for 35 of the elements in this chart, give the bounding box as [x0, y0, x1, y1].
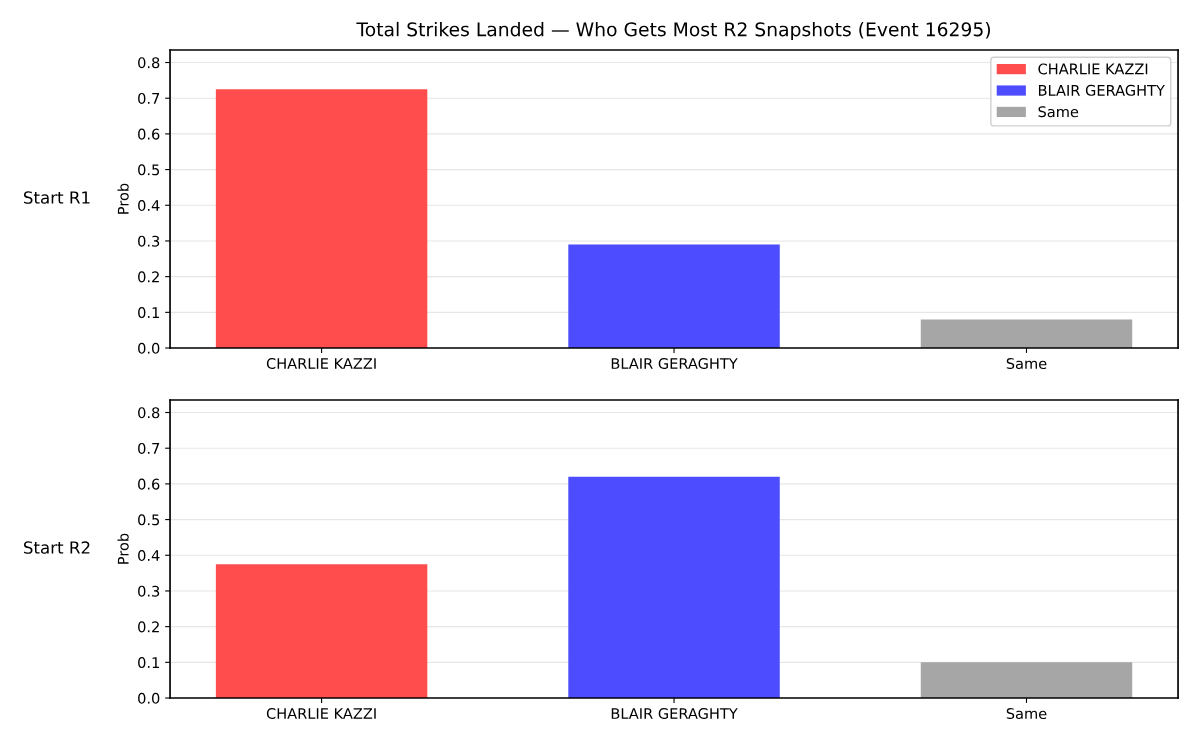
legend-label: BLAIR GERAGHTY — [1038, 84, 1165, 96]
chart-title: Total Strikes Landed — Who Gets Most R2 Snapshots (Event 16295) — [356, 21, 991, 41]
legend-label: Same — [1038, 106, 1079, 118]
y-tick-label: 0.2 — [138, 271, 159, 283]
x-tick-label: Same — [1006, 358, 1047, 370]
y-axis-title: Prob — [117, 183, 129, 214]
y-tick-label: 0.8 — [138, 407, 160, 419]
x-tick-label: CHARLIE KAZZI — [266, 708, 376, 720]
y-tick-label: 0.0 — [138, 692, 160, 704]
x-tick-label: BLAIR GERAGHTY — [611, 708, 738, 720]
y-tick-label: 0.7 — [138, 442, 160, 454]
text: Start R2 — [23, 541, 90, 554]
x-tick-label: Same — [1006, 708, 1047, 720]
y-tick-label: 0.1 — [138, 657, 159, 669]
y-tick-label: 0.6 — [138, 478, 160, 490]
y-tick-label: 0.3 — [138, 235, 160, 247]
y-tick-label: 0.2 — [138, 621, 159, 633]
bar — [920, 662, 1133, 699]
bar — [568, 476, 780, 699]
y-tick-label: 0.7 — [138, 92, 160, 104]
y-tick-label: 0.1 — [138, 307, 159, 319]
y-tick-label: 0.6 — [138, 128, 160, 140]
y-tick-label: 0.5 — [138, 164, 160, 176]
y-tick-label: 0.3 — [138, 585, 160, 597]
y-tick-label: 0.4 — [138, 549, 160, 562]
y-tick-label: 0.5 — [138, 514, 160, 526]
x-tick-label: BLAIR GERAGHTY — [611, 358, 738, 370]
y-tick-label: 0.8 — [138, 57, 160, 69]
legend-label: CHARLIE KAZZI — [1038, 63, 1148, 75]
y-tick-label: 0.4 — [138, 199, 160, 212]
text: Start R1 — [23, 191, 90, 204]
x-tick-label: CHARLIE KAZZI — [266, 358, 376, 370]
y-axis-title: Prob — [117, 533, 129, 564]
y-tick-label: 0.0 — [138, 342, 160, 354]
bar — [215, 564, 428, 699]
